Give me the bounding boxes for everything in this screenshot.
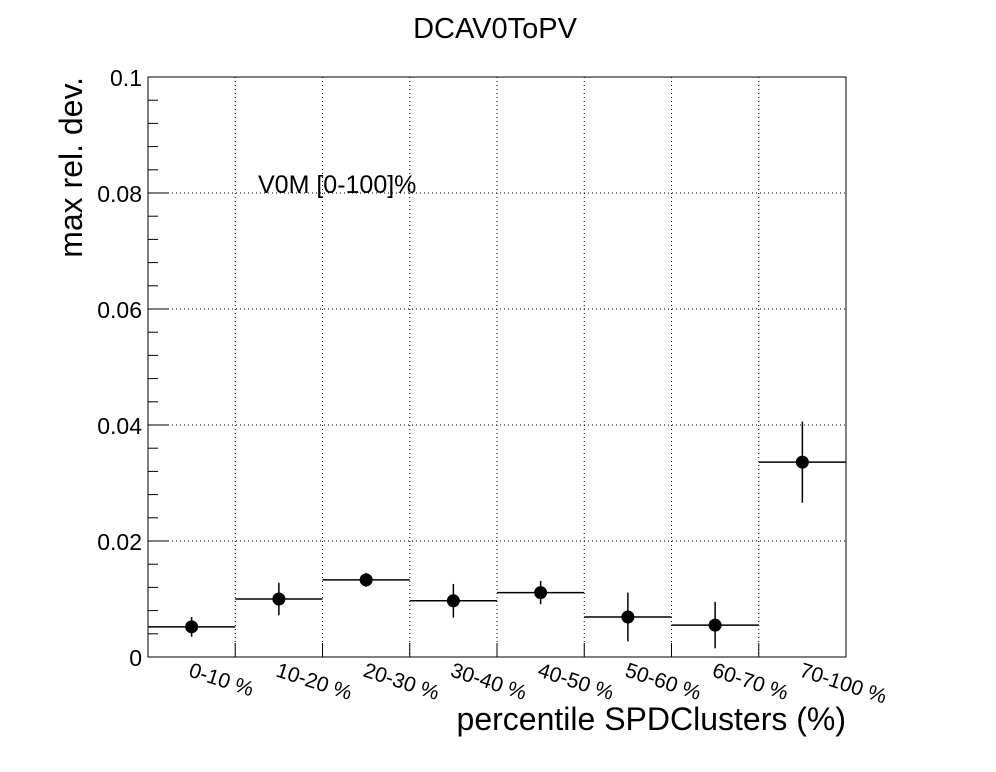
data-series: [148, 421, 846, 649]
x-axis-label: percentile SPDClusters (%): [457, 701, 846, 737]
grid: [148, 77, 846, 657]
y-tick-label: 0.04: [97, 413, 142, 439]
annotation-text: V0M [0-100]%: [258, 171, 416, 199]
chart-title: DCAV0ToPV: [413, 13, 578, 45]
data-point: [446, 594, 460, 608]
data-point: [534, 586, 548, 600]
y-tick-label: 0.06: [97, 297, 142, 323]
y-tick-label: 0.08: [97, 181, 142, 207]
y-tick-label: 0.02: [97, 529, 142, 555]
data-point: [708, 618, 722, 632]
data-point: [272, 592, 286, 606]
y-tick-label: 0.1: [110, 65, 142, 91]
y-axis-label: max rel. dev.: [53, 77, 89, 258]
data-point: [185, 620, 199, 634]
data-point: [795, 455, 809, 469]
data-point: [621, 610, 635, 624]
data-point: [359, 573, 373, 587]
y-axis: 0 0.02 0.04 0.06 0.08 0.1: [97, 65, 168, 671]
y-tick-label: 0: [129, 645, 142, 671]
